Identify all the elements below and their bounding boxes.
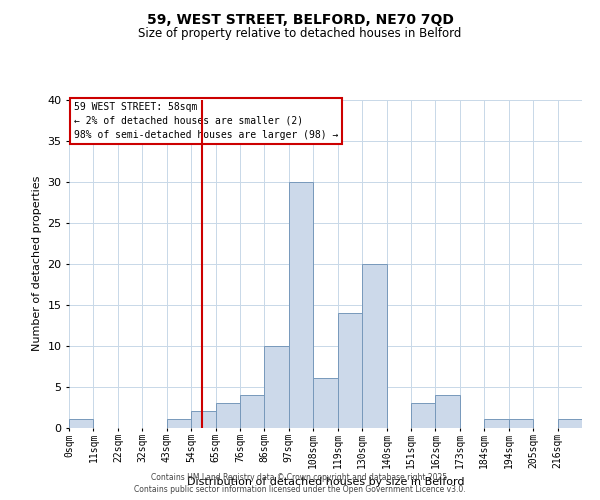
Bar — [362, 264, 386, 428]
Bar — [215, 403, 240, 427]
Bar — [167, 420, 191, 428]
Text: 59, WEST STREET, BELFORD, NE70 7QD: 59, WEST STREET, BELFORD, NE70 7QD — [146, 12, 454, 26]
Bar — [313, 378, 338, 428]
Bar — [509, 420, 533, 428]
Bar — [240, 395, 265, 428]
Bar — [411, 403, 436, 427]
Bar — [436, 395, 460, 428]
Text: Contains HM Land Registry data © Crown copyright and database right 2025.
Contai: Contains HM Land Registry data © Crown c… — [134, 472, 466, 494]
Bar — [265, 346, 289, 428]
Bar — [557, 420, 582, 428]
Bar — [484, 420, 509, 428]
Bar — [338, 313, 362, 428]
Bar — [69, 420, 94, 428]
Text: Size of property relative to detached houses in Belford: Size of property relative to detached ho… — [139, 28, 461, 40]
Bar — [191, 411, 215, 428]
Text: 59 WEST STREET: 58sqm
← 2% of detached houses are smaller (2)
98% of semi-detach: 59 WEST STREET: 58sqm ← 2% of detached h… — [74, 102, 338, 140]
X-axis label: Distribution of detached houses by size in Belford: Distribution of detached houses by size … — [187, 476, 464, 486]
Y-axis label: Number of detached properties: Number of detached properties — [32, 176, 41, 352]
Bar — [289, 182, 313, 428]
